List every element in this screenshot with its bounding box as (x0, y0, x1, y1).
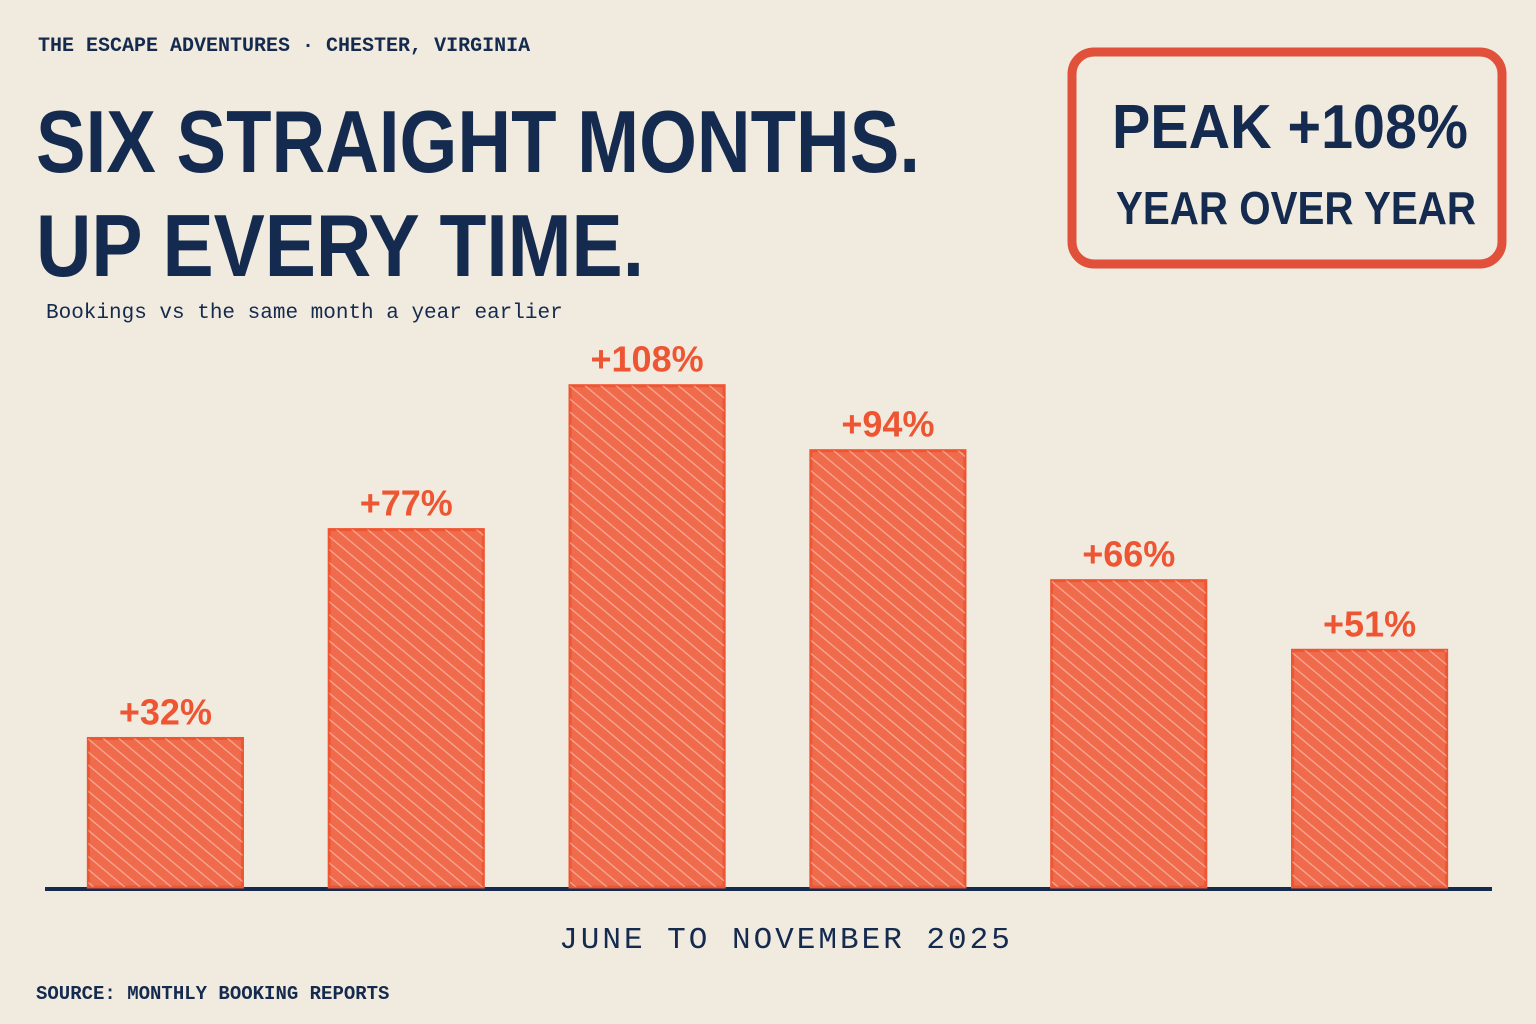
value-label: +66% (1082, 534, 1175, 575)
stamp-caption: YEAR OVER YEAR (1116, 182, 1476, 234)
bar-hatch (1051, 580, 1206, 887)
value-label: +51% (1323, 603, 1416, 644)
x-axis-label: JUNE TO NOVEMBER 2025 (559, 923, 1013, 958)
source: SOURCE: MONTHLY BOOKING REPORTS (36, 983, 389, 1005)
bar-hatch (1292, 650, 1447, 887)
stamp-headline: PEAK +108% (1112, 93, 1468, 162)
bar-hatch (810, 450, 965, 887)
bar-hatch (570, 385, 725, 887)
bar-hatch (88, 738, 243, 887)
chart-title: SIX STRAIGHT MONTHS. (36, 92, 920, 191)
kicker: THE ESCAPE ADVENTURES · CHESTER, VIRGINI… (38, 35, 530, 58)
chart-title: UP EVERY TIME. (36, 196, 644, 295)
bar-hatch (329, 529, 484, 887)
value-label: +94% (841, 404, 934, 445)
value-label: +32% (119, 691, 212, 732)
value-label: +108% (591, 339, 704, 380)
stamp-frame (1067, 47, 1507, 269)
value-label: +77% (360, 483, 453, 524)
subtitle: Bookings vs the same month a year earlie… (46, 302, 563, 325)
